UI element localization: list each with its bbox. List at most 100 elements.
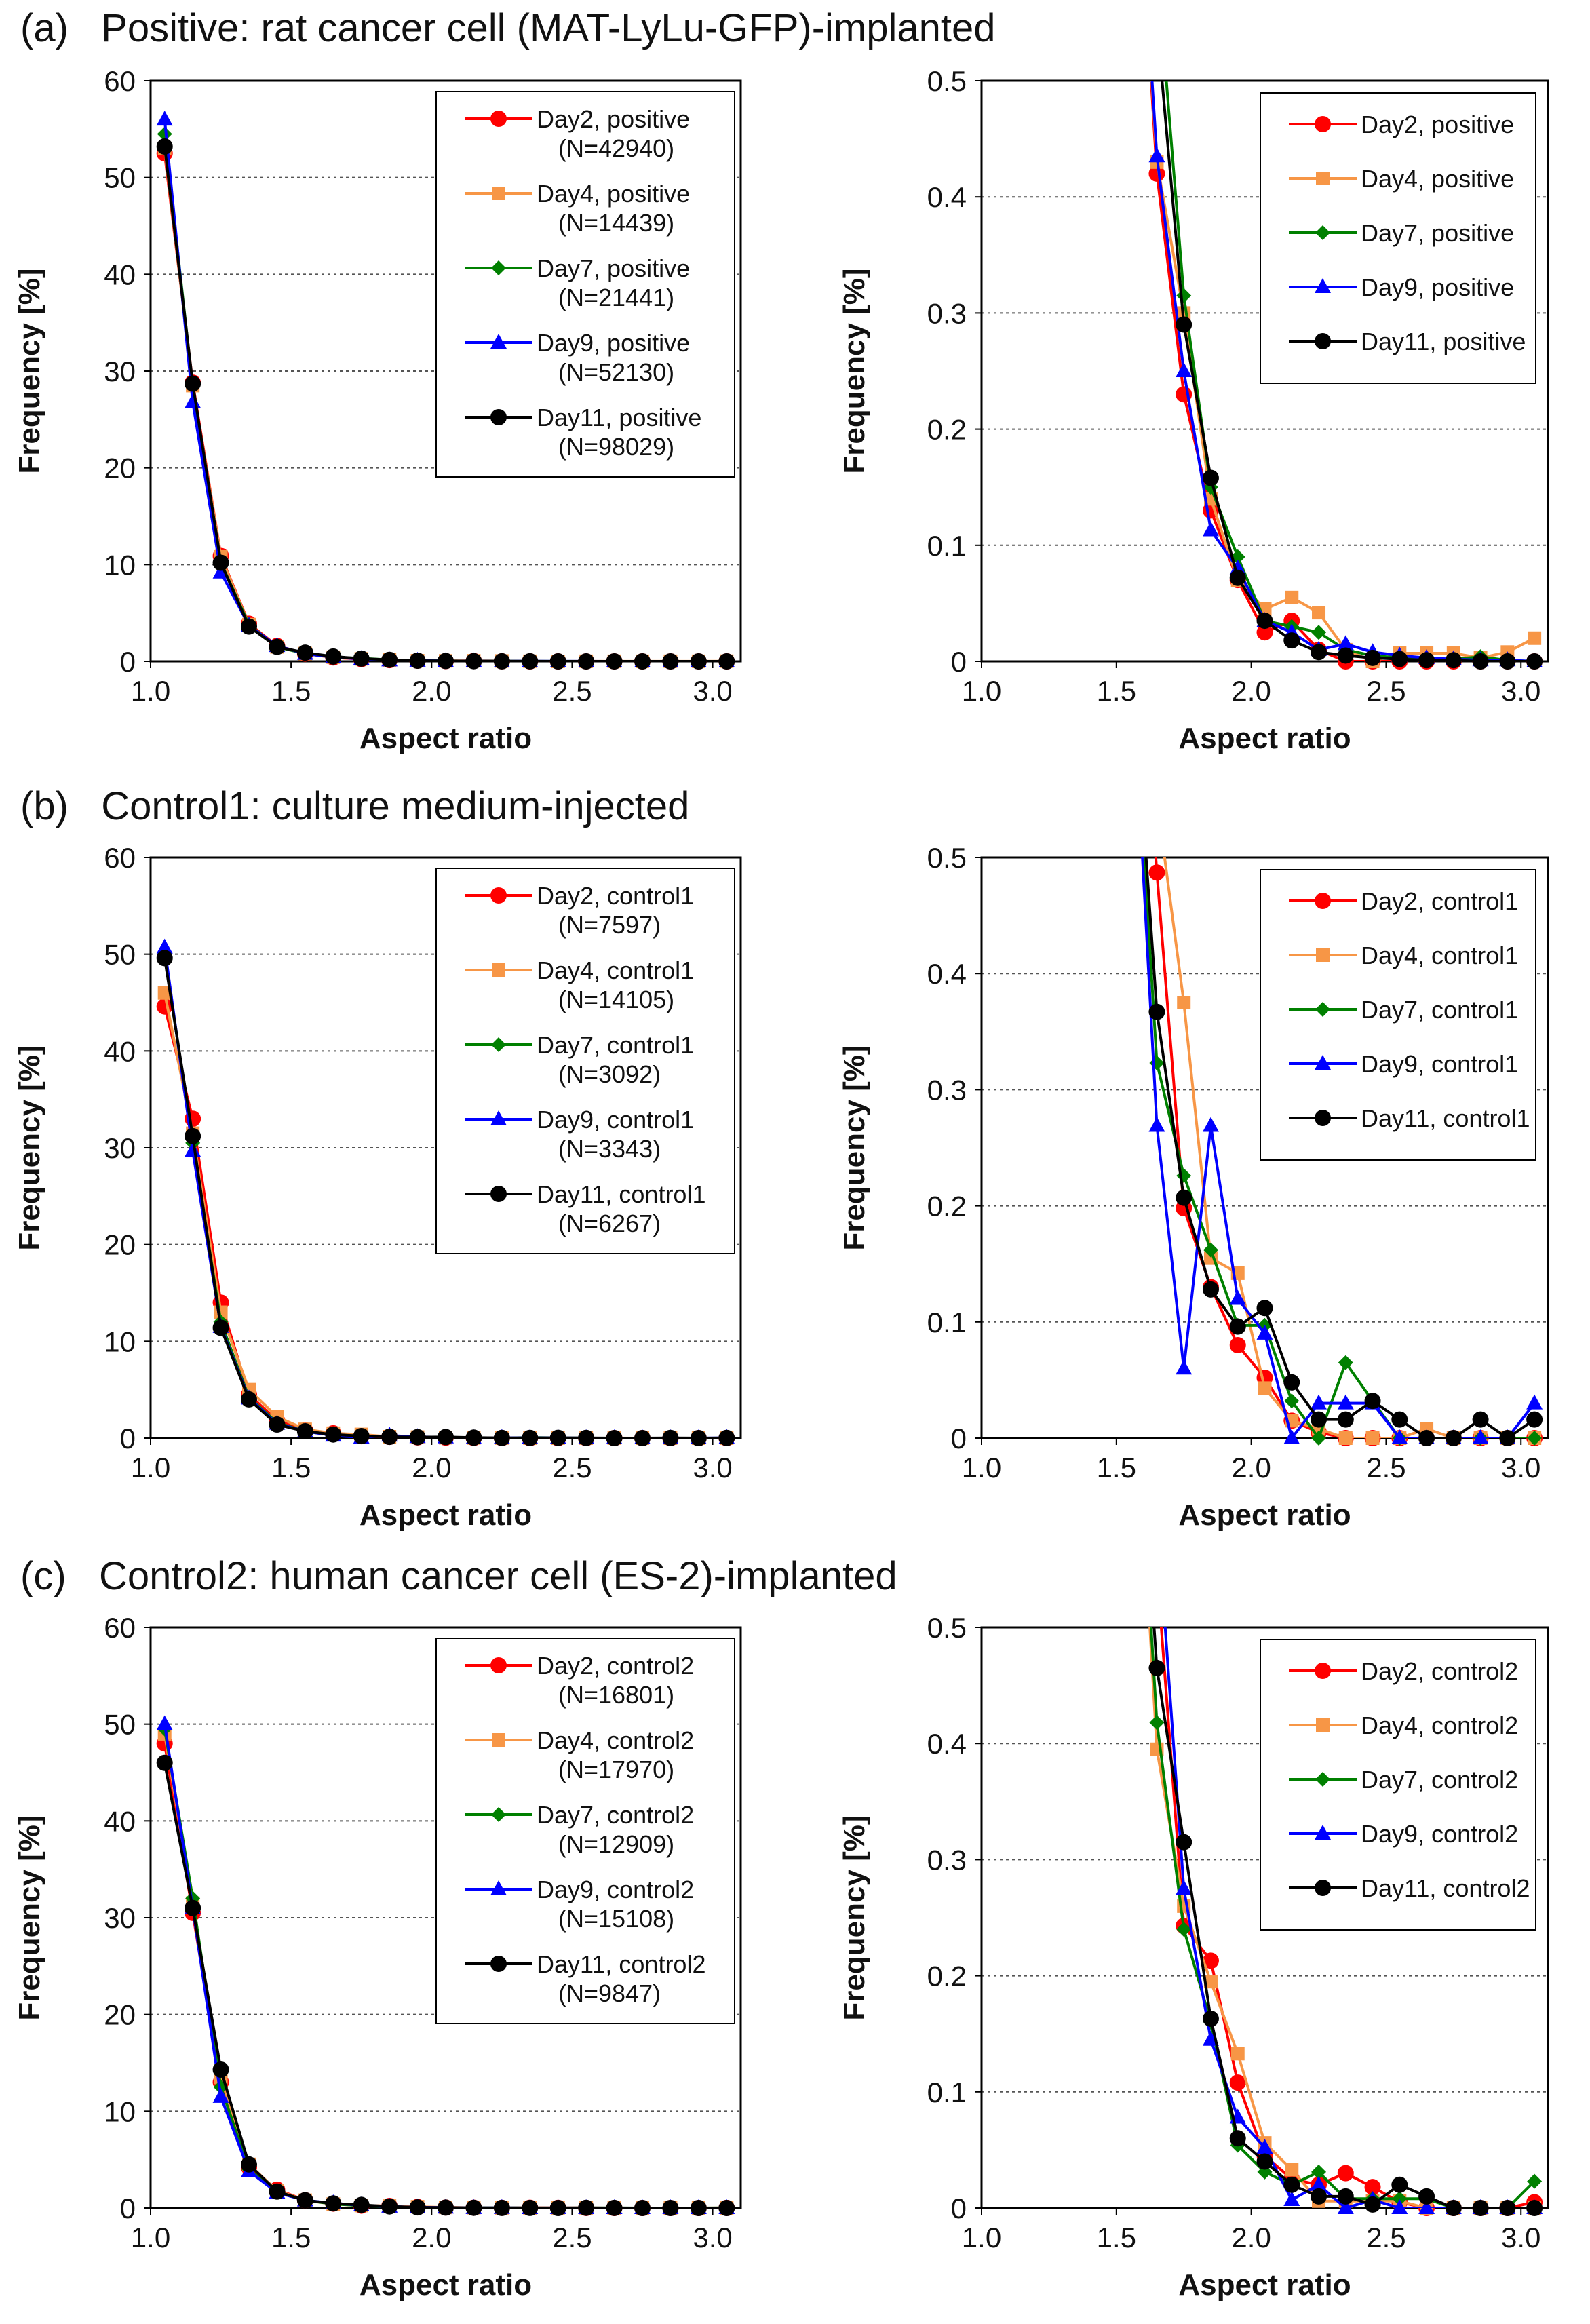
data-point: [156, 138, 173, 155]
y-tick-label: 60: [104, 842, 136, 874]
data-point: [241, 618, 257, 635]
legend-entry: Day9, control1: [1289, 1050, 1518, 1078]
legend-entry: Day4, control1(N=14105): [465, 956, 694, 1013]
data-point: [409, 2199, 426, 2216]
legend-marker: [1316, 1718, 1330, 1732]
chart-c-zoom: 0 0.1 0.2 0.3 0.4 0.5 1.0 1.5 2.0 2.5 3.0 Aspect ra…: [838, 1612, 1549, 2302]
y-tick-label: 0: [951, 1422, 967, 1454]
legend-label: Day9, positive: [1361, 273, 1514, 301]
x-tick-label: 1.0: [962, 675, 1001, 707]
legend-entry: Day2, control1(N=7597): [465, 882, 694, 939]
legend-box: [435, 868, 735, 1254]
section-title-b: (b) Control1: culture medium-injected: [20, 784, 690, 828]
data-point: [1285, 590, 1299, 604]
data-point: [1445, 1430, 1462, 1446]
legend-marker: [491, 1807, 506, 1822]
data-point: [1364, 649, 1381, 666]
y-tick-label: 0.4: [927, 1728, 967, 1760]
data-point: [185, 1899, 201, 1916]
legend-marker: [1315, 893, 1331, 909]
legend-label: Day11, control2: [1361, 1874, 1530, 1902]
data-point: [1176, 362, 1192, 377]
chart-a-full: 0 10 20 30 40 50 60 1.0 1.5 2.0 2.5 3.0 Aspect ratio…: [13, 65, 742, 755]
legend-entry: Day4, control2(N=17970): [465, 1726, 694, 1783]
data-point: [241, 1391, 257, 1408]
data-point: [325, 1426, 342, 1443]
x-tick-label: 2.5: [552, 2222, 592, 2253]
y-tick-label: 50: [104, 939, 136, 971]
legend-marker: [490, 1880, 507, 1895]
legend-label: Day4, control2: [1361, 1711, 1518, 1739]
data-point: [578, 1429, 595, 1446]
y-tick-label: 60: [104, 65, 136, 97]
legend-label: Day4, positive: [1361, 165, 1514, 193]
data-point: [634, 2200, 651, 2216]
data-point: [690, 1430, 707, 1446]
legend-box: [435, 91, 735, 478]
x-tick-label: 1.0: [131, 2222, 170, 2253]
data-point: [1148, 147, 1165, 163]
chart-b-zoom: 0 0.1 0.2 0.3 0.4 0.5 1.0 1.5 2.0 2.5 3.0 Aspect ra…: [838, 842, 1549, 1532]
legend-entry: Day11, control2: [1289, 1874, 1530, 1902]
data-point: [606, 653, 623, 670]
data-point: [353, 650, 370, 667]
x-axis-label: Aspect ratio: [360, 2268, 532, 2302]
legend-count: (N=12909): [558, 1830, 674, 1858]
legend-count: (N=52130): [558, 358, 674, 386]
data-point: [1256, 624, 1273, 641]
y-tick-label: 10: [104, 2095, 136, 2127]
data-point: [1148, 1117, 1165, 1132]
x-tick-label: 1.5: [1097, 2222, 1136, 2253]
data-point: [157, 126, 172, 142]
data-point: [1202, 469, 1219, 486]
legend-marker: [492, 963, 505, 977]
legend-marker: [1315, 1055, 1331, 1070]
legend-marker: [491, 260, 506, 275]
x-tick-label: 3.0: [693, 2222, 732, 2253]
x-tick-label: 3.0: [693, 675, 732, 707]
data-point: [1177, 996, 1191, 1009]
legend-count: (N=7597): [558, 911, 661, 939]
data-point: [1364, 1393, 1381, 1410]
legend-label: Day9, positive: [537, 329, 690, 357]
data-point: [296, 2192, 313, 2209]
data-point: [325, 648, 342, 665]
data-point: [662, 2200, 679, 2216]
legend-label: Day4, positive: [537, 180, 690, 208]
legend-marker: [490, 887, 507, 904]
legend-marker: [1315, 1772, 1330, 1787]
data-point: [269, 2183, 286, 2200]
data-point: [212, 2087, 229, 2103]
data-point: [1229, 569, 1246, 586]
data-point: [1283, 1374, 1300, 1391]
data-point: [1445, 652, 1462, 669]
legend-marker: [1315, 278, 1331, 293]
y-tick-label: 0: [951, 646, 967, 678]
data-point: [1311, 1431, 1327, 1446]
data-point: [1418, 2188, 1435, 2205]
y-axis-label: Frequency [%]: [13, 1045, 46, 1250]
legend-entry: Day9, control2: [1289, 1820, 1518, 1848]
data-point: [549, 1429, 566, 1446]
data-point: [1230, 549, 1245, 564]
data-point: [156, 950, 173, 967]
x-tick-label: 3.0: [1501, 675, 1540, 707]
x-axis-label: Aspect ratio: [360, 1498, 532, 1532]
data-point: [1176, 1880, 1192, 1895]
data-point: [1256, 613, 1273, 630]
data-point: [438, 2199, 454, 2216]
data-point: [1391, 1429, 1408, 1444]
x-axis-label: Aspect ratio: [1178, 2268, 1351, 2302]
y-tick-label: 0.3: [927, 1844, 967, 1876]
y-tick-label: 0.1: [927, 2076, 967, 2108]
legend-label: Day9, control1: [537, 1106, 694, 1134]
legend-entry: Day11, control1: [1289, 1104, 1530, 1132]
y-tick-label: 0.2: [927, 1960, 967, 1992]
legend-marker: [492, 1733, 505, 1747]
section-title-a: (a) Positive: rat cancer cell (MAT-LyLu-…: [20, 6, 996, 50]
legend-entry: Day4, positive: [1289, 165, 1514, 193]
y-tick-label: 30: [104, 1132, 136, 1164]
y-tick-label: 0.2: [927, 1190, 967, 1222]
y-tick-label: 10: [104, 549, 136, 581]
data-point: [409, 653, 426, 670]
